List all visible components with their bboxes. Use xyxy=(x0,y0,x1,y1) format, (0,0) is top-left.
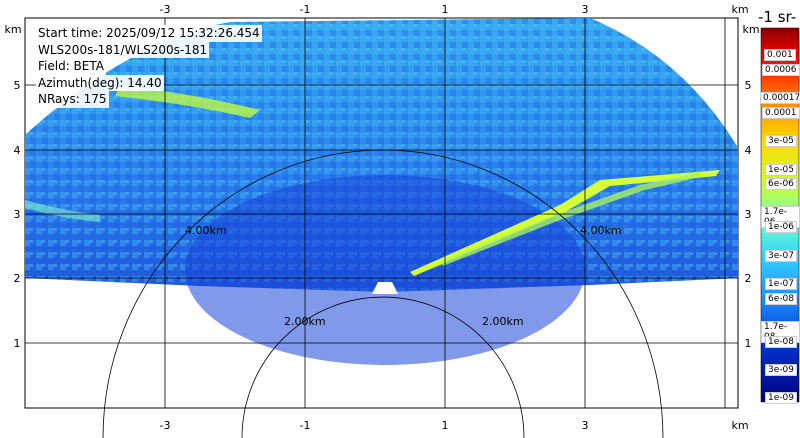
x-tick-bottom: 1 xyxy=(442,419,449,432)
y-tick-right: 4 xyxy=(745,144,752,157)
y-tick-left: 1 xyxy=(14,337,21,350)
x-unit-bottom: km xyxy=(731,419,748,432)
scan-field xyxy=(25,18,738,365)
y-tick-right: 2 xyxy=(745,272,752,285)
y-tick-right: 1 xyxy=(745,337,752,350)
colorbar-label: 1e-07 xyxy=(765,278,797,290)
colorbar-label: 0.00017 xyxy=(760,92,800,104)
field-text: Field: BETA xyxy=(36,58,106,75)
colorbar-label: 3e-05 xyxy=(765,135,797,147)
y-tick-left: 3 xyxy=(14,208,21,221)
aerosol-layer-2 xyxy=(25,200,100,222)
y-tick-left: 4 xyxy=(14,144,21,157)
range-ring-label-4km-left: 4.00km xyxy=(185,224,227,237)
colorbar-label: 6e-06 xyxy=(765,178,797,190)
y-tick-right: 3 xyxy=(745,208,752,221)
aerosol-layer xyxy=(115,85,260,118)
colorbar-label: 1e-05 xyxy=(765,164,797,176)
azimuth-text: Azimuth(deg): 14.40 xyxy=(36,74,164,91)
near-field-region xyxy=(185,175,585,365)
x-tick-bottom: 3 xyxy=(582,419,589,432)
colorbar-label: 0.001 xyxy=(764,49,796,61)
colorbar-label: 3e-09 xyxy=(765,364,797,376)
y-tick-left: 2 xyxy=(14,272,21,285)
y-tick-left: 5 xyxy=(14,79,21,92)
x-tick-top: -3 xyxy=(160,3,171,16)
instrument-text: WLS200s-181/WLS200s-181 xyxy=(36,41,210,58)
colorbar-label: 0.0006 xyxy=(762,64,800,76)
x-tick-top: 1 xyxy=(442,3,449,16)
scan-info-panel: Start time: 2025/09/12 15:32:26.454 WLS2… xyxy=(36,25,262,108)
colorbar-title: -1 sr- xyxy=(758,8,797,26)
range-rings xyxy=(102,149,664,438)
x-tick-bottom: -3 xyxy=(160,419,171,432)
x-unit-top: km xyxy=(731,3,748,16)
y-unit-right: km xyxy=(742,23,759,36)
y-tick-right: 5 xyxy=(745,79,752,92)
x-tick-top: 3 xyxy=(582,3,589,16)
range-ring-2km xyxy=(241,296,525,438)
range-ring-label-2km-right: 2.00km xyxy=(482,315,524,328)
y-unit-left: km xyxy=(4,23,21,36)
x-tick-bottom: -1 xyxy=(300,419,311,432)
colorbar-label: 1e-08 xyxy=(765,336,797,348)
range-ring-label-2km-left: 2.00km xyxy=(284,315,326,328)
colorbar-label: 1e-09 xyxy=(765,392,797,404)
scan-noise-overlay xyxy=(25,18,738,292)
x-tick-top: -1 xyxy=(300,3,311,16)
strong-return-beam-2 xyxy=(440,172,700,266)
colorbar-label: 1e-06 xyxy=(765,221,797,233)
colorbar-label: 6e-08 xyxy=(765,293,797,305)
start-time-text: Start time: 2025/09/12 15:32:26.454 xyxy=(36,25,262,42)
colorbar-label: 3e-07 xyxy=(765,250,797,262)
range-ring-label-4km-right: 4.00km xyxy=(580,224,622,237)
nrays-text: NRays: 175 xyxy=(36,91,109,108)
blind-zone xyxy=(372,282,398,294)
range-ring-4km xyxy=(102,149,664,438)
colorbar-label: 0.0001 xyxy=(762,107,800,119)
